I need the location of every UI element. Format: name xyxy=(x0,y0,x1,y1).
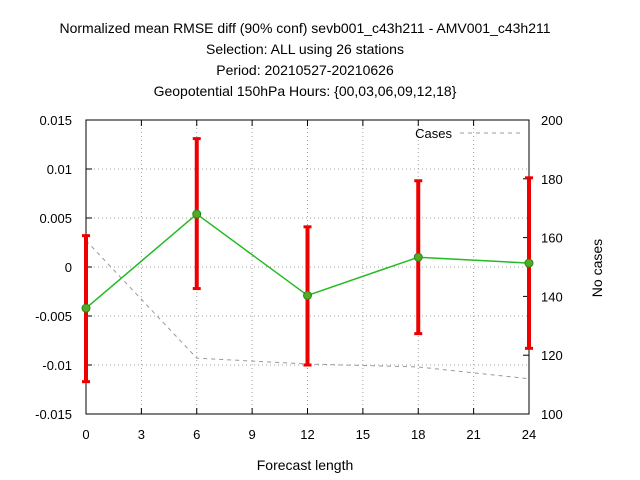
right-axis-label: No cases xyxy=(589,239,605,297)
x-tick-label: 6 xyxy=(193,427,200,442)
x-tick-label: 3 xyxy=(138,427,145,442)
legend-label-cases: Cases xyxy=(415,126,452,141)
x-tick-label: 9 xyxy=(249,427,256,442)
data-point xyxy=(81,303,91,313)
data-point xyxy=(413,252,423,262)
title-line-1: Normalized mean RMSE diff (90% conf) sev… xyxy=(59,20,550,36)
y-tick-label-left: 0 xyxy=(65,260,72,275)
chart-title: Normalized mean RMSE diff (90% conf) sev… xyxy=(59,20,550,99)
title-line-2: Selection: ALL using 26 stations xyxy=(206,41,404,57)
x-tick-label: 0 xyxy=(82,427,89,442)
y-tick-label-left: -0.01 xyxy=(42,358,72,373)
y-tick-label-right: 120 xyxy=(541,348,563,363)
title-line-3: Period: 20210527-20210626 xyxy=(216,62,394,78)
x-axis-label: Forecast length xyxy=(257,457,354,473)
x-tick-label: 12 xyxy=(300,427,314,442)
x-tick-label: 15 xyxy=(356,427,370,442)
y-tick-label-right: 160 xyxy=(541,231,563,246)
y-tick-label-left: 0.005 xyxy=(39,211,72,226)
y-tick-label-right: 140 xyxy=(541,289,563,304)
y-tick-label-right: 100 xyxy=(541,407,563,422)
y-tick-label-left: -0.005 xyxy=(35,309,72,324)
y-tick-label-left: 0.015 xyxy=(39,113,72,128)
y-tick-label-left: 0.01 xyxy=(47,162,72,177)
data-point xyxy=(303,290,312,300)
legend: Cases xyxy=(415,126,521,141)
y-tick-label-right: 180 xyxy=(541,172,563,187)
y-tick-label-right: 200 xyxy=(541,113,563,128)
data-point xyxy=(524,258,534,268)
y-tick-label-left: -0.015 xyxy=(35,407,72,422)
x-tick-label: 18 xyxy=(411,427,425,442)
x-tick-label: 21 xyxy=(466,427,480,442)
axis-ticks: 0 3 6 9 12 15 18 21 24 -0.015 -0.01 -0.005 0 0.005 0.0… xyxy=(35,113,563,442)
data-point xyxy=(192,209,202,219)
series-rmse-diff xyxy=(81,137,534,384)
x-tick-label: 24 xyxy=(522,427,536,442)
title-line-4: Geopotential 150hPa Hours: {00,03,06,09,… xyxy=(154,83,457,99)
